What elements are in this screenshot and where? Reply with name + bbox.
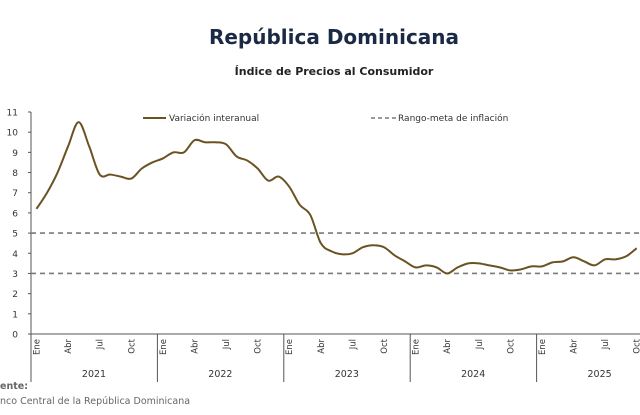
x-tick-label: Ene [159,339,169,355]
y-tick-label: 10 [7,129,19,139]
year-label: 2023 [335,369,359,380]
x-tick-label: Oct [506,338,516,353]
y-tick-label: 8 [12,169,18,179]
source-text: nco Central de la República Dominicana [0,396,191,407]
y-tick-label: 3 [12,270,18,280]
x-tick-label: Jul [96,339,106,350]
chart-subtitle: Índice de Precios al Consumidor [234,65,434,78]
series-line-variacion-interanual [35,121,638,275]
year-label: 2025 [588,369,612,380]
y-tick-label: 9 [12,149,18,159]
x-tick-label: Jul [222,339,232,350]
x-tick-label: Ene [412,339,422,355]
x-tick-label: Ene [285,339,295,355]
chart-title: República Dominicana [208,25,460,49]
x-tick-label: Abr [190,339,200,354]
x-tick-label: Oct [380,338,390,353]
x-tick-label: Ene [33,339,43,355]
x-tick-label: Ene [538,339,548,355]
x-tick-label: Jul [475,339,485,350]
x-tick-label: Jul [348,339,358,350]
y-tick-label: 2 [12,290,18,300]
year-label: 2024 [461,369,485,380]
source-label: ente: [0,381,28,392]
y-tick-label: 1 [12,310,18,320]
legend-label: Rango-meta de inflación [398,113,508,124]
x-tick-label: Oct [254,338,264,353]
x-tick-label: Abr [443,339,453,354]
x-tick-label: Oct [633,338,640,353]
x-tick-label: Abr [570,339,580,354]
x-tick-label: Oct [127,338,137,353]
x-tick-label: Abr [64,339,74,354]
y-tick-label: 0 [12,331,18,341]
y-tick-label: 6 [12,209,18,219]
y-tick-label: 11 [7,109,18,119]
x-tick-label: Jul [601,339,611,350]
y-tick-label: 7 [12,189,18,199]
legend-label: Variación interanual [169,113,259,124]
y-tick-label: 5 [12,230,18,240]
year-label: 2022 [208,369,232,380]
year-label: 2021 [82,369,106,380]
y-tick-label: 4 [12,250,18,260]
x-tick-label: Abr [317,339,327,354]
